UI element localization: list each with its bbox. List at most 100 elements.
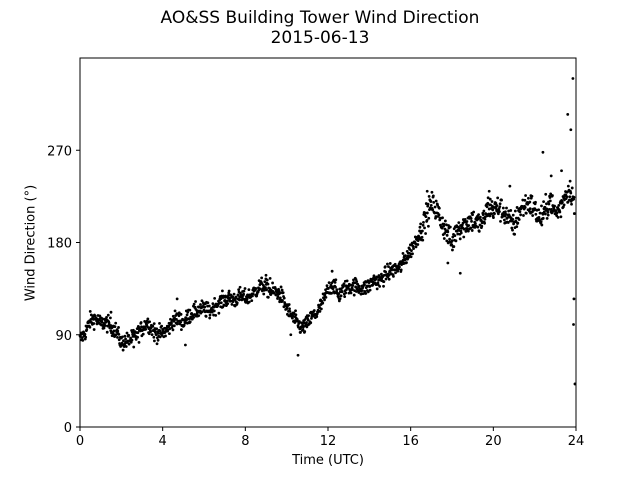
data-point [92,322,96,325]
data-point [296,353,300,357]
data-point [230,302,234,306]
data-point [254,287,258,290]
data-point [340,290,344,294]
data-point [513,209,517,213]
data-point [560,200,564,204]
data-point [208,316,212,320]
data-point [480,224,484,228]
data-point [511,218,515,221]
data-point [92,328,96,331]
data-point [112,329,116,333]
data-point [571,77,575,80]
data-point [262,292,266,296]
data-point [144,327,148,331]
data-point [265,288,268,292]
data-point [351,287,354,291]
data-point [528,200,532,204]
data-point [523,198,527,202]
data-point [404,254,407,258]
data-point [459,231,463,235]
data-point [421,229,424,233]
data-point [236,294,240,297]
data-point [440,226,444,230]
data-point [425,218,429,222]
data-point [157,331,160,335]
data-point [339,294,343,298]
data-point [342,282,346,286]
data-point [474,222,477,225]
data-point [182,323,186,327]
data-point [334,285,337,289]
data-point [321,301,325,305]
data-point [433,205,437,209]
data-point [410,249,413,253]
data-point [298,320,301,323]
data-point [153,339,156,343]
data-point [124,337,127,341]
data-point [545,216,549,220]
data-point [392,274,395,278]
data-point [448,237,452,241]
data-point [303,330,307,333]
data-point [127,334,131,337]
data-point [245,297,249,301]
data-point [551,194,554,197]
data-point [151,324,155,328]
data-point [175,322,179,326]
data-point [337,292,341,296]
data-point [568,195,572,199]
data-point [323,298,326,302]
x-tick-label: 16 [402,434,419,449]
data-point [476,225,480,229]
data-point [347,291,351,295]
data-point [351,284,355,287]
data-point [554,209,558,212]
data-point [454,239,458,243]
data-point [540,223,544,227]
data-point [541,216,545,220]
data-point [422,220,425,224]
data-point [170,321,173,325]
data-point [172,324,176,328]
data-point [565,195,569,199]
data-point [300,321,304,325]
data-point [572,297,576,301]
data-point [335,288,339,292]
data-point [490,200,494,203]
data-point [457,226,461,230]
data-point [141,332,145,336]
data-point [193,305,197,309]
data-point [114,321,118,325]
data-point [566,112,570,116]
data-point [533,207,537,211]
data-point [360,289,364,292]
data-point [84,335,88,339]
data-point [384,270,388,274]
x-tick-label: 4 [159,434,167,449]
data-point [337,299,341,303]
data-point [226,302,230,306]
data-point [168,332,171,336]
data-point [136,331,140,335]
data-point [81,339,85,342]
data-point [572,212,576,215]
data-point [462,235,466,239]
data-point [263,280,267,284]
data-point [547,207,551,211]
data-point [211,302,215,306]
data-point [109,310,113,314]
data-point [511,228,514,232]
data-point [549,174,553,178]
data-point [388,262,392,265]
data-point [433,211,437,215]
data-point [470,229,474,232]
data-point [505,206,508,210]
data-point [227,293,230,297]
data-point [186,310,190,314]
data-point [232,292,236,296]
data-point [493,212,496,216]
data-point [137,340,141,344]
data-point [155,342,159,346]
data-point [534,212,538,216]
data-point [242,292,246,296]
